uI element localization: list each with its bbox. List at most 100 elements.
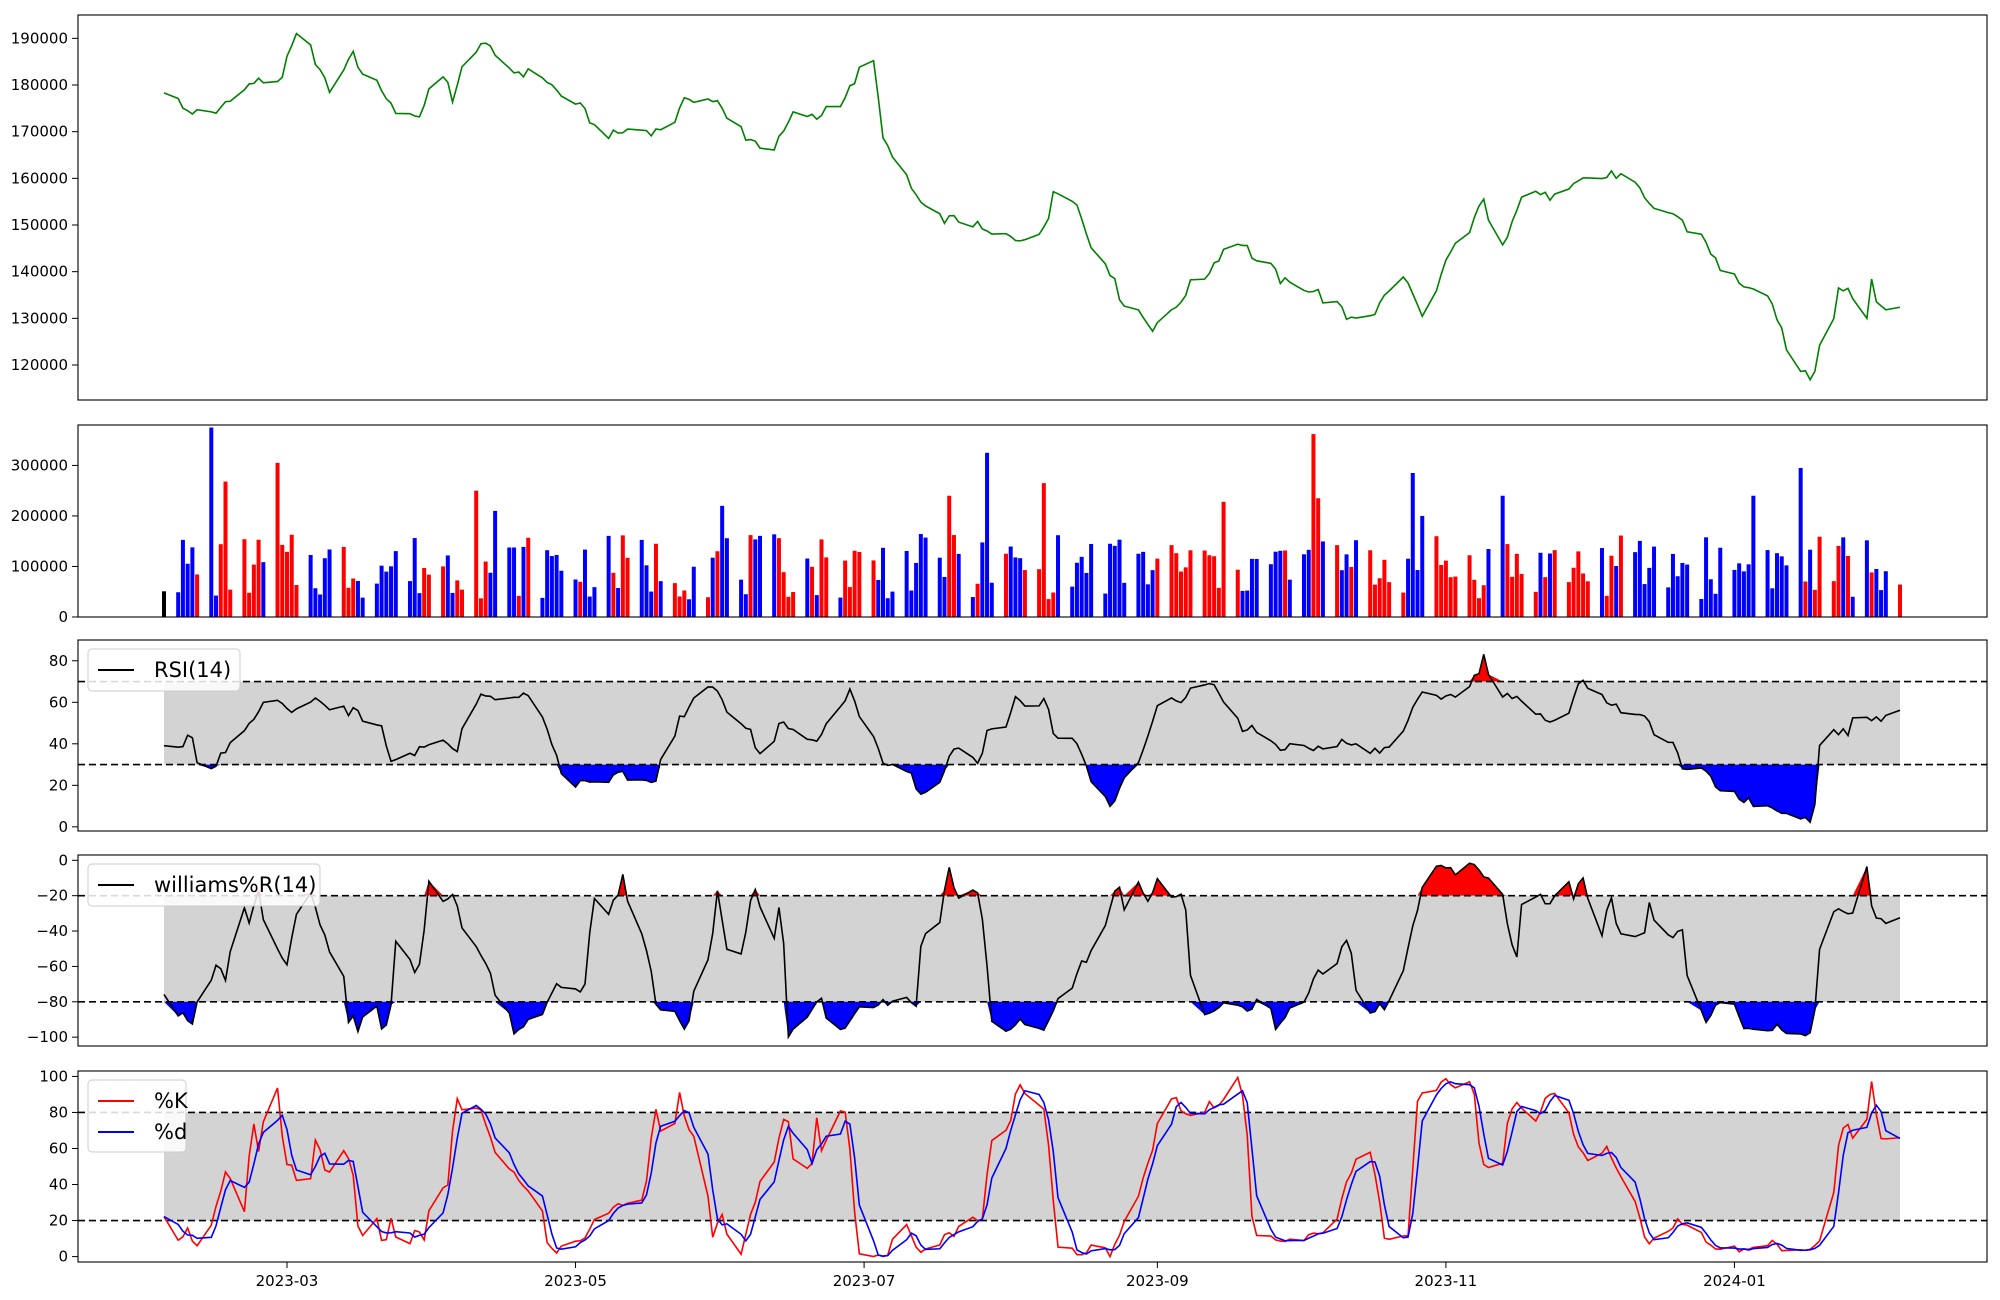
price-panel-frame — [77, 14, 1988, 401]
volume-bar — [280, 544, 285, 617]
volume-ytick-label: 300000 — [11, 456, 68, 474]
volume-bar — [1514, 553, 1519, 617]
rsi-legend — [87, 648, 241, 692]
volume-bar — [228, 589, 233, 617]
volume-bar — [1812, 589, 1817, 617]
volume-bar — [1041, 483, 1046, 617]
volume-bar — [176, 592, 181, 617]
volume-bar — [753, 539, 758, 617]
williams-panel-frame — [77, 854, 1988, 1047]
volume-bar — [970, 597, 975, 617]
volume-bar — [1372, 584, 1377, 617]
volume-bar — [1070, 586, 1075, 617]
volume-bar — [1179, 571, 1183, 617]
volume-bar — [857, 552, 862, 617]
volume-bar — [1089, 543, 1094, 617]
volume-bar — [1704, 537, 1709, 617]
volume-bar — [1249, 558, 1254, 617]
williams-band — [164, 895, 1900, 1002]
volume-bar — [1316, 498, 1321, 617]
volume-bar — [1481, 585, 1486, 617]
volume-bar — [611, 572, 616, 617]
volume-bar — [653, 543, 658, 617]
volume-bar — [1112, 545, 1117, 617]
volume-bar — [578, 581, 583, 617]
volume-bar — [1037, 569, 1042, 617]
volume-bar — [606, 535, 611, 617]
williams-legend-label: williams%R(14) — [154, 873, 316, 897]
volume-bar — [1614, 566, 1619, 617]
volume-bar — [1543, 577, 1548, 617]
volume-bar — [1765, 550, 1770, 617]
volume-bar — [1685, 564, 1690, 617]
volume-bar — [644, 565, 649, 617]
volume-bar — [1751, 495, 1756, 617]
volume-bar — [1879, 590, 1884, 617]
volume-bar — [1155, 558, 1160, 617]
volume-bar — [1831, 581, 1836, 617]
volume-bar — [1018, 558, 1023, 617]
volume-bar — [521, 546, 526, 617]
stochastic-ytick-label: 0 — [58, 1248, 68, 1266]
volume-bar — [209, 427, 214, 617]
volume-bar — [1718, 547, 1723, 617]
volume-bar — [956, 553, 961, 617]
volume-bar — [223, 481, 228, 617]
rsi-band — [164, 681, 1900, 765]
volume-bar — [710, 557, 715, 617]
volume-bar — [805, 558, 810, 617]
volume-bar — [1273, 551, 1278, 617]
volume-bar — [1500, 495, 1505, 617]
volume-bar — [1074, 562, 1079, 617]
volume-bar — [705, 597, 710, 617]
stochastic-ytick-label: 60 — [49, 1139, 68, 1157]
price-line — [163, 32, 1901, 382]
volume-bar — [540, 597, 545, 617]
volume-bar — [772, 534, 777, 617]
rsi-overbought-fill — [164, 654, 1900, 682]
volume-bar — [426, 574, 431, 617]
volume-bar — [284, 551, 289, 617]
volume-bar — [1633, 552, 1638, 617]
williams-legend — [87, 863, 321, 907]
volume-bar — [1377, 578, 1382, 617]
volume-bar — [1864, 540, 1869, 617]
volume-bar — [1122, 582, 1127, 617]
volume-bar — [1188, 550, 1193, 617]
volume-bar — [1675, 576, 1680, 617]
volume-bar — [625, 557, 630, 617]
volume-bar — [1519, 573, 1524, 617]
volume-bar — [1268, 564, 1273, 617]
volume-bar — [1680, 562, 1685, 617]
volume-bar — [871, 560, 876, 617]
volume-bar — [1741, 571, 1746, 617]
volume-bar — [791, 592, 796, 617]
volume-bar — [185, 563, 190, 617]
volume-bar — [1817, 536, 1822, 617]
volume-bar — [1538, 552, 1543, 617]
volume-bar — [1150, 570, 1155, 617]
volume-bar — [980, 542, 985, 617]
williams-ytick-label: 0 — [58, 851, 68, 869]
williams-ytick-label: −80 — [36, 993, 68, 1011]
volume-bar — [1254, 558, 1259, 617]
volume-bar — [1245, 590, 1250, 617]
volume-ytick-label: 200000 — [11, 507, 68, 525]
volume-bar — [455, 580, 460, 617]
volume-bar — [748, 535, 753, 617]
volume-ytick-label: 0 — [58, 608, 68, 626]
volume-bar — [1576, 551, 1581, 617]
volume-bar — [781, 572, 786, 617]
volume-bar — [190, 547, 195, 617]
volume-bar — [1301, 554, 1306, 617]
volume-bar — [393, 551, 398, 617]
volume-bar — [672, 583, 677, 617]
volume-bar — [819, 539, 824, 617]
volume-bar — [616, 588, 621, 617]
volume-bar — [1666, 587, 1671, 617]
volume-bar — [843, 560, 848, 617]
volume-bar — [743, 594, 748, 617]
volume-bar — [1779, 556, 1784, 617]
volume-bar — [1022, 570, 1027, 617]
volume-bar — [1406, 558, 1411, 617]
